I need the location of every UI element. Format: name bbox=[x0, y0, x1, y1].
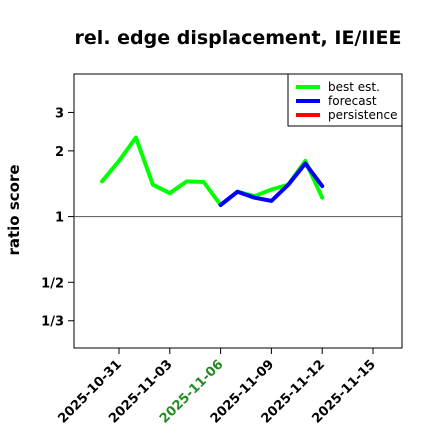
y-tick-label: 1/2 bbox=[41, 276, 64, 291]
series-line-forecast bbox=[218, 161, 325, 207]
legend-label: best est. bbox=[328, 80, 380, 94]
legend-label: persistence bbox=[328, 108, 397, 122]
legend-label: forecast bbox=[328, 94, 377, 108]
series-line-best-est bbox=[100, 135, 325, 207]
y-tick-label: 2 bbox=[55, 145, 64, 160]
y-axis-label: ratio score bbox=[5, 164, 23, 255]
y-tick-label: 1 bbox=[55, 211, 64, 226]
chart-title: rel. edge displacement, IE/IIEE bbox=[75, 27, 402, 49]
y-tick-label: 3 bbox=[55, 106, 64, 121]
y-tick-label: 1/3 bbox=[41, 315, 64, 330]
plot-area-frame bbox=[73, 73, 403, 349]
